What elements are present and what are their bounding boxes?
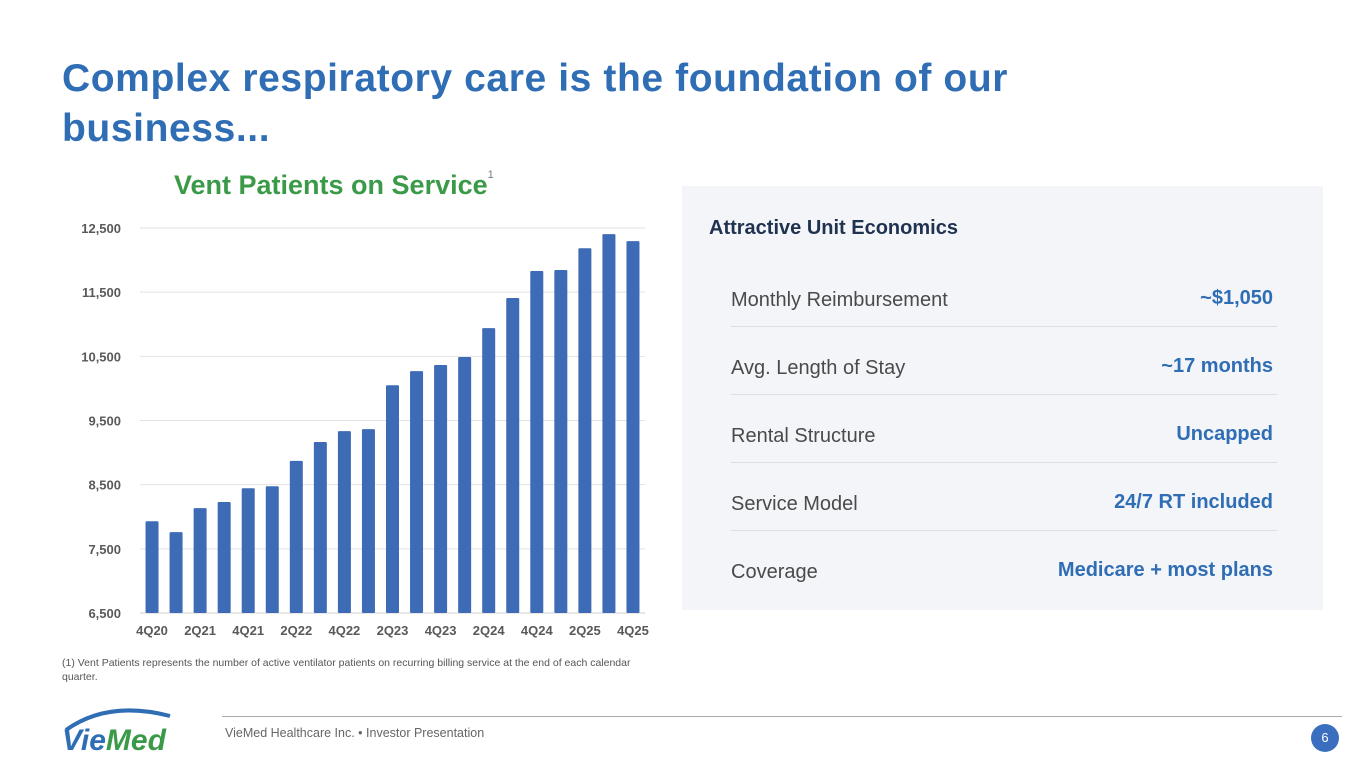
x-tick-label: 4Q21 <box>232 623 264 638</box>
bar-4Q22 <box>337 431 351 613</box>
bar-2Q23 <box>386 385 399 613</box>
y-tick-label: 10,500 <box>81 349 121 364</box>
x-tick-label: 4Q22 <box>328 623 360 638</box>
bar-3Q21 <box>217 501 231 613</box>
viemed-logo: VieMed <box>62 708 171 756</box>
panel-title: Attractive Unit Economics <box>709 217 958 239</box>
chart-title: Vent Patients on Service1 <box>174 169 494 201</box>
bar-3Q22 <box>313 441 327 613</box>
bar-3Q23 <box>410 371 424 613</box>
footer-text: VieMed Healthcare Inc. • Investor Presen… <box>225 726 485 740</box>
y-tick-label: 8,500 <box>88 478 121 493</box>
bar-chart: 6,500 7,500 8,500 9,500 10,500 11,500 12,500 4Q… <box>81 221 649 638</box>
x-tick-label: 4Q25 <box>617 623 649 638</box>
chart-footnote: (1) Vent Patients represents the number … <box>62 657 631 683</box>
row-label: Coverage <box>731 561 818 583</box>
x-tick-label: 4Q23 <box>425 623 457 638</box>
bar-2Q21 <box>193 508 207 613</box>
y-tick-label: 7,500 <box>88 542 121 557</box>
bar-2Q25 <box>578 248 592 613</box>
economics-row: Avg. Length of Stay ~17 months <box>731 326 1277 395</box>
bar-4Q21 <box>241 488 255 613</box>
unit-economics-panel: Attractive Unit Economics Monthly Reimbu… <box>682 186 1323 610</box>
y-tick-label: 12,500 <box>81 221 121 236</box>
footer-divider <box>222 716 1342 717</box>
y-tick-label: 6,500 <box>88 606 121 621</box>
bar-4Q20 <box>145 521 159 613</box>
bar-1Q24 <box>458 356 472 613</box>
bar-1Q25 <box>554 270 568 613</box>
bar-2Q24 <box>482 328 496 613</box>
row-label: Rental Structure <box>731 425 876 447</box>
x-tick-label: 2Q21 <box>184 623 216 638</box>
x-tick-label: 4Q20 <box>136 623 168 638</box>
bar-3Q24 <box>506 297 520 613</box>
page-number: 6 <box>1311 724 1339 752</box>
footnote-marker: 1 <box>487 169 494 181</box>
x-tick-label: 2Q22 <box>280 623 312 638</box>
bar-2Q22 <box>289 460 303 613</box>
bar-3Q25 <box>602 234 616 614</box>
bar-4Q24 <box>530 270 544 613</box>
row-value: Uncapped <box>1176 423 1273 445</box>
row-label: Monthly Reimbursement <box>731 289 948 311</box>
x-tick-label: 2Q24 <box>473 623 506 638</box>
row-value: ~$1,050 <box>1200 287 1273 309</box>
economics-row: Rental Structure Uncapped <box>731 394 1277 463</box>
bar-1Q21 <box>169 532 183 613</box>
economics-row: Service Model 24/7 RT included <box>731 462 1277 531</box>
x-tick-label: 2Q23 <box>377 623 409 638</box>
bar-4Q25 <box>626 241 640 613</box>
x-tick-label: 2Q25 <box>569 623 601 638</box>
chart-title-text: Vent Patients on Service <box>174 170 488 200</box>
row-value: ~17 months <box>1161 355 1273 377</box>
y-tick-label: 9,500 <box>88 414 121 429</box>
economics-row: Monthly Reimbursement ~$1,050 <box>731 258 1277 327</box>
bar-4Q23 <box>434 364 448 613</box>
row-value: Medicare + most plans <box>1057 559 1273 581</box>
svg-text:VieMed: VieMed <box>62 724 167 756</box>
row-label: Avg. Length of Stay <box>731 357 906 379</box>
row-label: Service Model <box>731 493 858 515</box>
slide-title: Complex respiratory care is the foundati… <box>62 57 1009 150</box>
row-value: 24/7 RT included <box>1114 491 1273 513</box>
bar-1Q22 <box>265 486 279 613</box>
bar-1Q23 <box>361 429 375 613</box>
economics-row: Coverage Medicare + most plans <box>731 530 1277 598</box>
y-tick-label: 11,500 <box>82 285 121 300</box>
x-tick-label: 4Q24 <box>521 623 554 638</box>
